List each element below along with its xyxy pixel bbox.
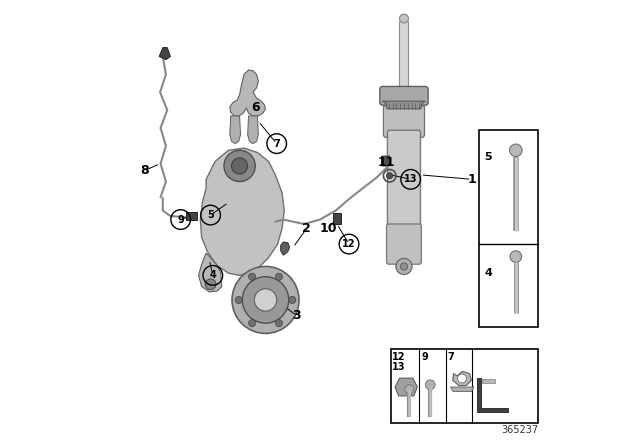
Text: 11: 11 (378, 156, 395, 169)
FancyBboxPatch shape (387, 130, 420, 231)
Bar (390, 349, 538, 423)
Polygon shape (452, 371, 472, 386)
FancyBboxPatch shape (380, 86, 428, 105)
Polygon shape (477, 378, 508, 412)
Text: 6: 6 (251, 101, 260, 114)
Polygon shape (230, 70, 266, 116)
Text: 1: 1 (467, 173, 476, 186)
Circle shape (458, 374, 467, 383)
Circle shape (401, 263, 408, 270)
Text: 365237: 365237 (501, 425, 538, 435)
Circle shape (405, 385, 414, 394)
Text: 2: 2 (302, 222, 311, 235)
Polygon shape (198, 253, 221, 292)
Text: 9: 9 (177, 215, 184, 224)
Text: 12: 12 (342, 239, 356, 249)
Polygon shape (381, 156, 390, 166)
Circle shape (387, 172, 393, 179)
Text: 10: 10 (319, 222, 337, 235)
Text: 5: 5 (484, 152, 492, 162)
Polygon shape (383, 101, 426, 109)
Text: 8: 8 (141, 164, 149, 177)
Text: 7: 7 (273, 138, 280, 149)
Circle shape (275, 319, 282, 327)
Text: 13: 13 (392, 362, 406, 372)
Text: 3: 3 (292, 309, 301, 322)
Circle shape (232, 267, 299, 333)
Circle shape (289, 296, 296, 303)
Circle shape (275, 273, 282, 280)
Bar (333, 213, 341, 224)
Text: 9: 9 (422, 353, 429, 362)
Polygon shape (482, 379, 495, 383)
Circle shape (254, 289, 276, 311)
Circle shape (205, 279, 216, 290)
Polygon shape (451, 387, 474, 392)
Circle shape (243, 277, 289, 323)
Circle shape (232, 158, 248, 174)
Text: 13: 13 (404, 174, 417, 184)
Text: 4: 4 (209, 270, 216, 280)
Circle shape (399, 14, 408, 23)
Polygon shape (200, 148, 284, 276)
Circle shape (396, 258, 412, 275)
Text: 12: 12 (392, 353, 406, 362)
Circle shape (235, 296, 243, 303)
Circle shape (509, 144, 522, 156)
Text: 5: 5 (207, 210, 214, 220)
FancyBboxPatch shape (387, 224, 421, 264)
Polygon shape (281, 242, 290, 255)
Circle shape (224, 151, 255, 181)
Polygon shape (159, 47, 170, 60)
Polygon shape (230, 116, 241, 144)
Circle shape (510, 251, 522, 263)
Bar (479, 130, 538, 327)
Circle shape (248, 319, 256, 327)
Text: 4: 4 (484, 268, 492, 278)
Bar (399, 21, 408, 92)
Circle shape (248, 273, 256, 280)
Text: 7: 7 (448, 353, 454, 362)
Polygon shape (248, 116, 259, 144)
Polygon shape (395, 378, 417, 396)
Circle shape (426, 380, 435, 390)
FancyBboxPatch shape (383, 105, 424, 138)
Bar (186, 212, 197, 220)
